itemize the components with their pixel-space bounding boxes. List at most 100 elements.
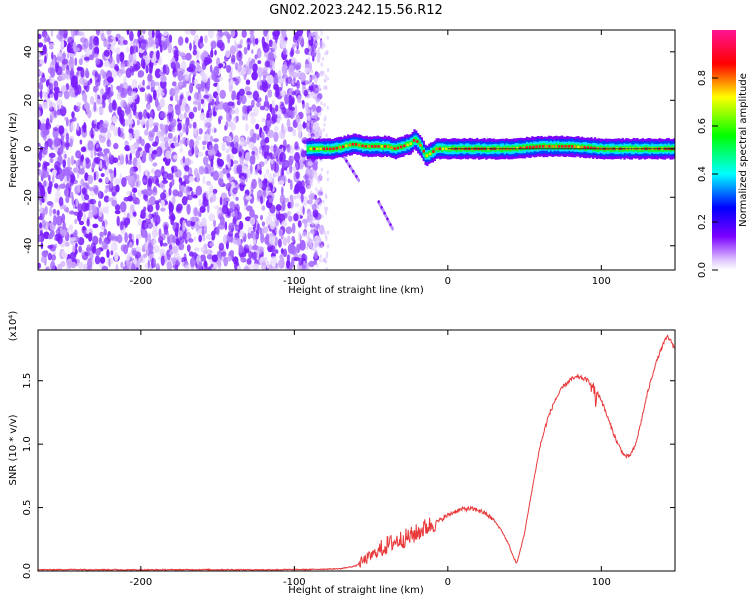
noise-blob bbox=[148, 244, 154, 249]
noise-blob bbox=[254, 38, 259, 45]
noise-blob bbox=[61, 52, 67, 59]
noise-blob bbox=[289, 163, 293, 174]
signal-band-green bbox=[553, 144, 556, 150]
noise-blob bbox=[290, 155, 294, 163]
noise-blob bbox=[315, 222, 318, 227]
noise-blob bbox=[47, 252, 53, 261]
noise-blob bbox=[314, 42, 318, 47]
noise-blob bbox=[246, 258, 252, 265]
noise-blob bbox=[211, 254, 218, 263]
noise-blob bbox=[80, 67, 85, 78]
signal-core bbox=[538, 145, 541, 148]
signal-core bbox=[319, 147, 322, 151]
noise-blob bbox=[138, 111, 143, 120]
noise-blob bbox=[323, 43, 326, 48]
noise-blob bbox=[146, 93, 152, 104]
noise-blob bbox=[306, 116, 309, 120]
noise-blob bbox=[52, 169, 57, 176]
signal-band-green bbox=[511, 145, 514, 152]
noise-blob bbox=[295, 49, 300, 55]
noise-blob bbox=[186, 194, 193, 201]
noise-blob bbox=[268, 197, 274, 203]
noise-blob bbox=[306, 222, 309, 227]
noise-blob bbox=[278, 78, 286, 83]
noise-blob bbox=[232, 187, 238, 195]
signal-core bbox=[528, 145, 532, 149]
noise-blob bbox=[291, 235, 295, 242]
signal-core bbox=[570, 145, 574, 148]
noise-blob bbox=[129, 241, 133, 249]
noise-blob bbox=[137, 30, 141, 38]
noise-blob bbox=[192, 49, 197, 56]
noise-blob bbox=[230, 30, 236, 38]
noise-blob bbox=[61, 229, 67, 237]
noise-blob bbox=[281, 186, 284, 196]
noise-blob bbox=[119, 220, 124, 231]
noise-blob bbox=[56, 109, 62, 116]
noise-blob bbox=[210, 230, 216, 241]
snr-y-tick-label: 1.0 bbox=[22, 436, 33, 452]
snr-y-label: SNR (10 * v/v) bbox=[8, 414, 19, 485]
noise-blob bbox=[300, 193, 304, 203]
noise-blob bbox=[260, 233, 265, 244]
noise-blob bbox=[186, 138, 190, 146]
noise-blob bbox=[83, 38, 89, 49]
noise-blob bbox=[270, 255, 278, 266]
noise-blob bbox=[70, 155, 75, 166]
noise-blob bbox=[194, 247, 200, 252]
noise-blob bbox=[219, 196, 223, 206]
noise-blob bbox=[43, 144, 48, 156]
noise-blob bbox=[39, 59, 45, 65]
signal-core bbox=[516, 147, 519, 150]
noise-blob bbox=[273, 75, 279, 86]
noise-blob bbox=[208, 30, 214, 39]
noise-blob bbox=[307, 211, 310, 216]
noise-blob bbox=[311, 172, 314, 177]
noise-blob bbox=[144, 222, 148, 230]
noise-blob bbox=[80, 249, 85, 256]
signal-core bbox=[312, 147, 316, 151]
noise-blob bbox=[88, 186, 94, 192]
noise-blob bbox=[111, 199, 118, 207]
noise-blob bbox=[266, 113, 271, 121]
noise-blob bbox=[192, 207, 199, 217]
noise-blob bbox=[174, 85, 180, 91]
noise-blob bbox=[326, 105, 329, 110]
noise-blob bbox=[320, 101, 323, 106]
noise-blob bbox=[64, 188, 69, 197]
noise-blob bbox=[290, 244, 296, 254]
noise-blob bbox=[151, 168, 155, 174]
noise-blob bbox=[316, 105, 322, 113]
noise-blob bbox=[46, 265, 50, 270]
noise-blob bbox=[44, 122, 52, 130]
noise-blob bbox=[238, 244, 244, 254]
noise-blob bbox=[138, 48, 145, 54]
noise-blob bbox=[301, 253, 308, 263]
noise-blob bbox=[228, 222, 235, 230]
noise-blob bbox=[93, 101, 97, 112]
noise-blob bbox=[73, 104, 77, 111]
noise-blob bbox=[152, 162, 158, 167]
noise-blob bbox=[158, 91, 165, 97]
noise-blob bbox=[158, 228, 162, 238]
signal-band-green bbox=[656, 146, 659, 153]
noise-blob bbox=[209, 196, 213, 204]
noise-blob bbox=[114, 252, 119, 262]
noise-blob bbox=[204, 88, 209, 96]
signal-core bbox=[428, 152, 432, 156]
noise-blob bbox=[184, 264, 190, 270]
noise-blob bbox=[281, 220, 288, 227]
noise-blob bbox=[258, 145, 262, 155]
noise-blob bbox=[268, 173, 273, 184]
noise-blob bbox=[152, 89, 157, 101]
noise-blob bbox=[250, 116, 256, 125]
noise-blob bbox=[160, 127, 165, 137]
spectrogram-frame bbox=[37, 29, 676, 271]
noise-blob bbox=[225, 49, 231, 59]
noise-blob bbox=[84, 56, 91, 61]
noise-blob bbox=[78, 210, 83, 218]
noise-blob bbox=[114, 178, 121, 186]
noise-blob bbox=[245, 123, 249, 132]
noise-blob bbox=[317, 179, 320, 184]
noise-blob bbox=[308, 184, 312, 189]
